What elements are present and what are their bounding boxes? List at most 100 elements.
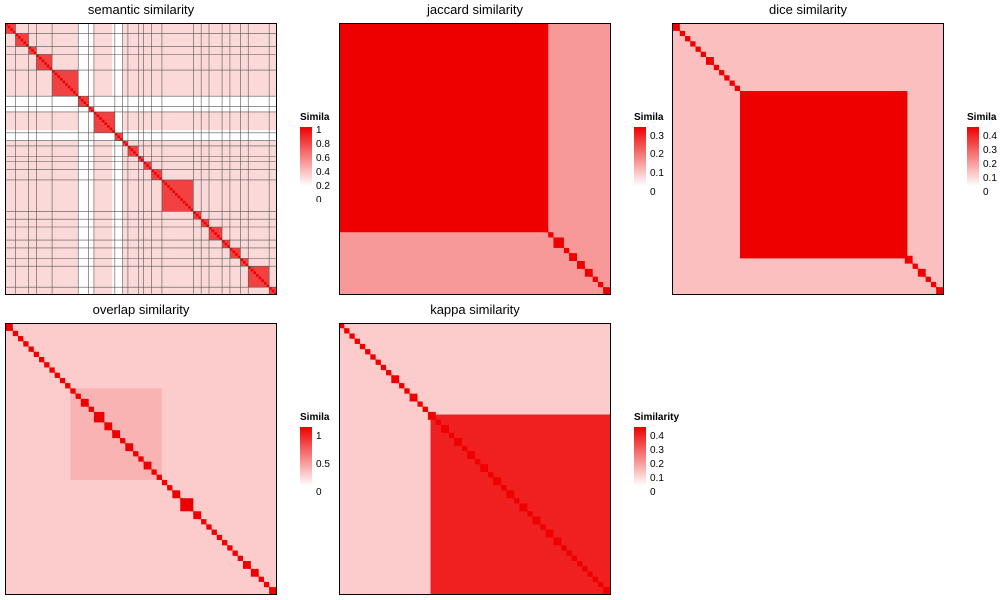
heatmap-diagonal-cell [566,250,570,254]
heatmap-diagonal-cell [721,72,725,76]
legend-color-bar [634,427,646,486]
heatmap-diagonal-cell [125,443,128,446]
heatmap-diagonal-cell [250,268,254,272]
heatmap-diagonal-cell [685,36,688,39]
heatmap-diagonal-cell [344,328,347,331]
heatmap-diagonal-cell [763,114,767,118]
heatmap-diagonal-cell [263,281,267,285]
heatmap-diagonal-cell [425,109,428,112]
heatmap-diagonal-cell [141,159,144,162]
heatmap-diagonal-cell [511,495,515,499]
heatmap-diagonal-cell [209,527,212,530]
heatmap-diagonal-cell [78,396,81,399]
heatmap-diagonal-cell [344,28,347,31]
heatmap-diagonal-cell [75,393,79,397]
heatmap-diagonal-cell [375,59,379,63]
heatmap-diagonal-cell [495,479,499,483]
heatmap-diagonal-cell [253,271,257,275]
heatmap-diagonal-cell [41,59,45,63]
heatmap-diagonal-cell [52,370,55,373]
heatmap-diagonal-cell [193,211,196,214]
heatmap-diagonal-block [561,545,567,551]
heatmap-diagonal-cell [146,464,149,467]
heatmap-diagonal-cell [446,130,449,133]
heatmap-diagonal-cell [550,534,554,538]
heatmap-diagonal-cell [537,221,541,225]
heatmap-diagonal-cell [112,130,115,133]
heatmap-diagonal-cell [193,511,196,514]
heatmap-diagonal-cell [169,187,173,191]
heatmap-diagonal-cell [433,117,436,120]
heatmap-diagonal-block [789,140,801,152]
heatmap-diagonal-cell [805,156,808,159]
heatmap-diagonal-cell [750,101,754,105]
heatmap-diagonal-cell [180,498,183,501]
heatmap-diagonal-cell [175,493,178,496]
heatmap-diagonal-cell [117,135,121,139]
heatmap-diagonal-cell [516,200,520,204]
heatmap-diagonal-cell [933,284,937,288]
legend: Similarity 1 0.8 0.6 0.4 0.2 0 [300,112,330,202]
heatmap-diagonal-cell [501,185,504,188]
heatmap-diagonal-cell [417,401,421,405]
heatmap-diagonal-cell [25,43,29,47]
heatmap-diagonal-cell [15,333,19,337]
heatmap-diagonal-block [700,51,706,57]
heatmap-empty-column [80,23,84,295]
heatmap-diagonal-cell [679,30,683,34]
heatmap-diagonal-cell [383,367,387,371]
heatmap-diagonal-cell [708,59,712,63]
heatmap-diagonal-cell [698,49,701,52]
heatmap-diagonal-cell [373,357,376,360]
heatmap-diagonal-cell [362,46,366,50]
heatmap-diagonal-cell [774,125,777,128]
heatmap-diagonal-cell [556,240,559,243]
heatmap-diagonal-cell [930,281,934,285]
heatmap-diagonal-cell [480,464,483,467]
heatmap-diagonal-cell [435,419,439,423]
heatmap-diagonal-cell [569,253,572,256]
heatmap-diagonal-cell [915,266,918,269]
heatmap-diagonal-cell [420,404,423,407]
heatmap-diagonal-cell [39,357,42,360]
heatmap-diagonal-cell [263,581,267,585]
heatmap-diagonal-cell [101,119,105,123]
heatmap-diagonal-cell [339,323,342,326]
heatmap-diagonal-cell [271,589,275,593]
legend-tick-label: 0.5 [316,459,330,470]
heatmap-diagonal-cell [393,77,397,81]
heatmap-diagonal-cell [595,579,598,582]
heatmap-diagonal-cell [401,385,405,389]
heatmap-diagonal-cell [532,516,536,520]
heatmap-diagonal-cell [831,182,835,186]
legend-title: Similarity [634,412,680,423]
heatmap-diagonal-cell [687,38,691,42]
legend-color-bar [300,427,312,486]
heatmap-diagonal-cell [12,30,16,34]
heatmap-diagonal-cell [341,325,345,329]
heatmap-diagonal-cell [28,46,32,50]
heatmap-diagonal-cell [359,343,363,347]
heatmap-diagonal-cell [39,57,42,60]
heatmap-diagonal-cell [896,247,900,251]
heatmap-diagonal-cell [524,508,528,512]
heatmap-diagonal-cell [114,432,118,436]
heatmap-diagonal-cell [109,427,113,431]
heatmap-diagonal-cell [46,64,50,68]
heatmap-diagonal-cell [245,263,249,267]
heatmap-diagonal-cell [20,38,24,42]
heatmap-diagonal-cell [532,216,536,220]
heatmap-diagonal-cell [224,542,228,546]
heatmap-empty-row [5,98,277,102]
heatmap-diagonal-cell [188,206,191,209]
heatmap-diagonal-cell [75,93,79,97]
heatmap-diagonal-cell [519,503,523,507]
heatmap-diagonal-cell [461,145,465,149]
heatmap-diagonal-cell [15,33,19,37]
heatmap-diagonal-cell [216,534,220,538]
heatmap-frame [5,23,277,295]
heatmap-diagonal-cell [844,195,848,199]
heatmap-diagonal-cell [732,83,735,86]
heatmap-diagonal-cell [195,513,199,517]
heatmap-diagonal-cell [138,456,141,459]
